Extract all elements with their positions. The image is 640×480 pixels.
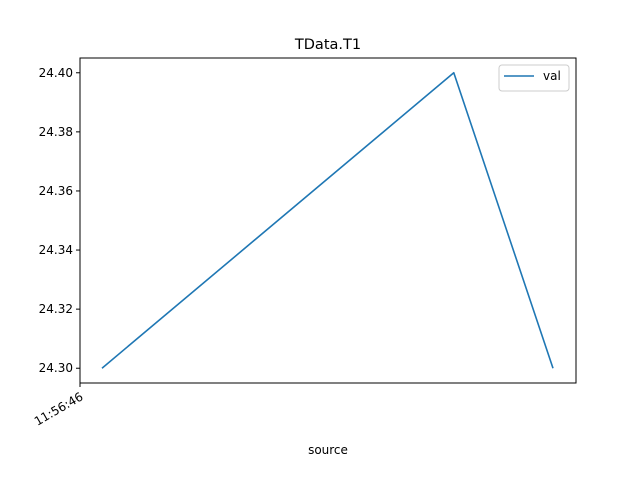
y-tick-label: 24.32 [39, 302, 73, 316]
x-axis-label: source [308, 443, 348, 457]
series-line-val [101, 71, 554, 369]
x-axis: 11:56:46 [32, 383, 86, 429]
y-tick-label: 24.38 [39, 125, 73, 139]
legend-label-val: val [543, 69, 561, 83]
y-tick-label: 24.30 [39, 361, 73, 375]
legend: val [498, 64, 570, 92]
chart-title: TData.T1 [294, 37, 361, 53]
y-axis: 24.30 24.32 24.34 24.36 24.38 24.40 [39, 66, 80, 375]
y-tick-label: 24.36 [39, 184, 73, 198]
legend-box [498, 64, 570, 92]
plot-frame [79, 57, 577, 384]
x-tick-label: 11:56:46 [32, 389, 86, 428]
y-tick-label: 24.34 [39, 243, 73, 257]
y-tick-label: 24.40 [39, 66, 73, 80]
